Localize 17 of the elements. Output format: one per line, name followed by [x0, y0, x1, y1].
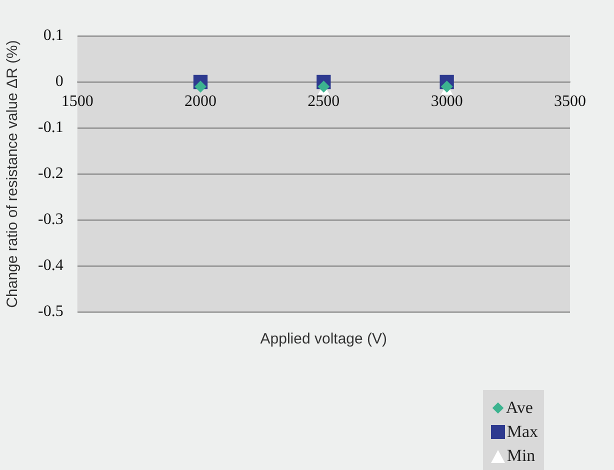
x-tick-label: 2000 [184, 92, 216, 110]
legend-label: Max [506, 422, 538, 442]
x-tick-label: 3000 [430, 92, 463, 110]
legend-label: Ave [506, 398, 533, 418]
y-tick-label: -0.3 [38, 211, 64, 228]
y-tick-label: 0.1 [43, 27, 64, 44]
legend-label: Min [506, 446, 536, 466]
y-tick-label: -0.1 [38, 119, 64, 136]
y-tick-label: -0.4 [38, 257, 64, 274]
y-tick-label: -0.5 [38, 303, 64, 320]
y-tick-label: 0 [55, 73, 64, 90]
y-tick-label: -0.2 [38, 165, 64, 182]
x-tick-label: 1500 [61, 92, 94, 110]
y-axis-title: Change ratio of resistance value ΔR (%) [4, 40, 22, 308]
x-tick-label: 2500 [308, 92, 340, 110]
x-tick-label: 3500 [554, 92, 586, 110]
x-axis-title: Applied voltage (V) [260, 330, 388, 348]
